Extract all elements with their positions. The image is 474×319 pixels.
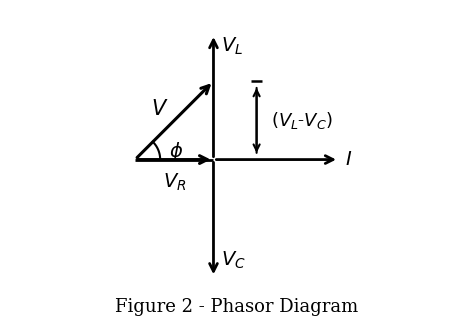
Text: $V_R$: $V_R$	[163, 171, 186, 193]
Text: $I$: $I$	[345, 151, 353, 168]
Text: $V_L$: $V_L$	[221, 36, 244, 57]
Text: Figure 2 - Phasor Diagram: Figure 2 - Phasor Diagram	[115, 298, 359, 316]
Text: $V_C$: $V_C$	[221, 249, 246, 271]
Text: $V$: $V$	[151, 99, 169, 119]
Text: $(V_L$-$V_C)$: $(V_L$-$V_C)$	[271, 110, 333, 131]
Text: $\phi$: $\phi$	[169, 140, 183, 163]
